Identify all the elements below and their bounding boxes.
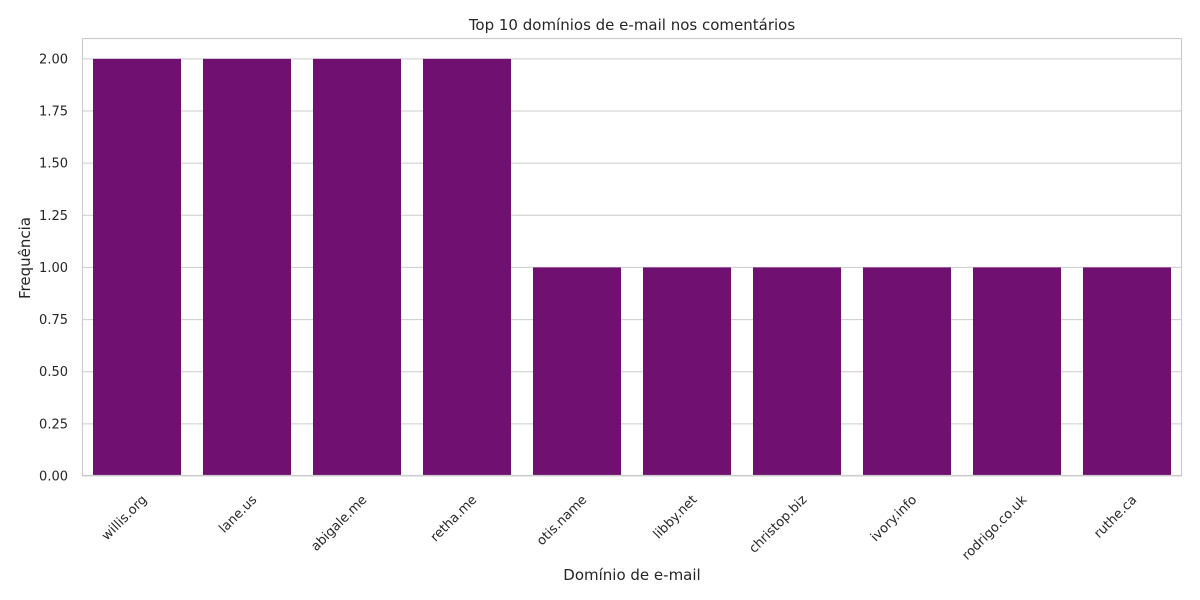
bar-lane-us	[203, 58, 291, 476]
y-tick-label: 1.50	[39, 157, 68, 172]
y-tick-label: 0.50	[39, 365, 68, 380]
x-tick-label: ivory.info	[868, 493, 920, 545]
y-axis-label: Frequência	[16, 217, 34, 299]
y-tick-label: 0.75	[39, 313, 68, 328]
bar-retha-me	[423, 58, 511, 476]
x-tick-labels: willis.org lane.us abigale.me retha.me otis.…	[99, 492, 1140, 563]
x-axis-label: Domínio de e-mail	[563, 566, 700, 584]
y-tick-label: 1.75	[39, 105, 68, 120]
x-tick-label: willis.org	[99, 493, 150, 544]
x-tick-label: ruthe.ca	[1091, 493, 1140, 542]
bar-willis-org	[93, 58, 181, 476]
bar-ruthe-ca	[1083, 267, 1171, 476]
x-tick-label: lane.us	[216, 493, 260, 537]
y-tick-label: 0.25	[39, 417, 68, 432]
y-tick-label: 0.00	[39, 470, 68, 485]
plot-frame	[81, 37, 1183, 477]
x-tick-label: libby.net	[651, 493, 701, 543]
x-tick-label: abigale.me	[308, 493, 370, 555]
x-tick-label: christop.biz	[746, 493, 810, 557]
bars-layer	[93, 58, 1171, 476]
x-tick-label: otis.name	[534, 493, 590, 549]
bar-libby-net	[643, 267, 731, 476]
y-tick-label: 1.25	[39, 209, 68, 224]
bar-rodrigo-co-uk	[973, 267, 1061, 476]
bar-abigale-me	[313, 58, 401, 476]
x-tick-label: rodrigo.co.uk	[959, 492, 1030, 563]
y-tick-labels: 0.00 0.25 0.50 0.75 1.00 1.25 1.50 1.75 2.00	[39, 52, 68, 484]
bar-christop-biz	[753, 267, 841, 476]
y-tick-label: 2.00	[39, 52, 68, 67]
bar-otis-name	[533, 267, 621, 476]
y-tick-label: 1.00	[39, 261, 68, 276]
bar-ivory-info	[863, 267, 951, 476]
x-tick-label: retha.me	[428, 493, 480, 545]
chart-title: Top 10 domínios de e-mail nos comentário…	[468, 16, 796, 34]
